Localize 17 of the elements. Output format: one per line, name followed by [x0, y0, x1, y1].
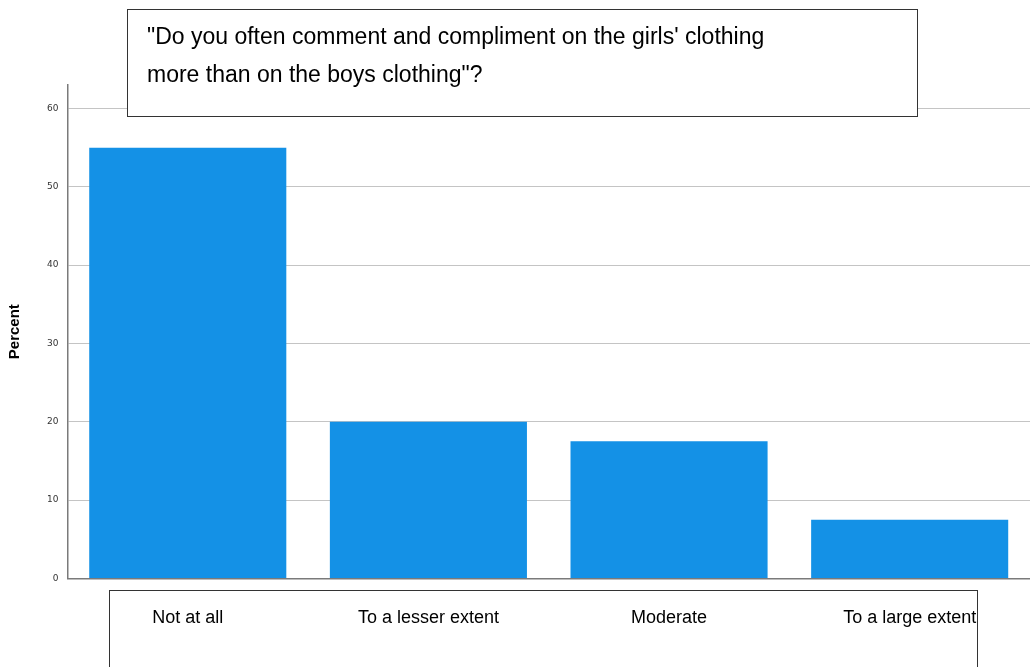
y-axis-title: Percent — [5, 304, 23, 360]
x-tick-label: Not at all — [152, 607, 224, 628]
bar — [89, 147, 287, 578]
y-tick-label: 20 — [47, 416, 59, 427]
chart-title: "Do you often comment and compliment on the girls' clothing more than on the boys clothing"? — [147, 22, 766, 89]
y-tick-label: 50 — [47, 181, 59, 192]
bar — [811, 519, 1009, 578]
x-tick-label: To a lesser extent — [357, 607, 499, 628]
y-tick-label: 60 — [47, 102, 59, 113]
bar — [329, 421, 527, 578]
y-tick-label: 40 — [47, 259, 59, 270]
x-tick-label: To a large extent — [843, 607, 977, 628]
y-tick-label: 0 — [52, 572, 59, 583]
bar — [570, 441, 768, 578]
x-tick-label: Moderate — [631, 607, 708, 628]
y-tick-label: 10 — [47, 494, 59, 505]
y-tick-label: 30 — [47, 337, 59, 348]
